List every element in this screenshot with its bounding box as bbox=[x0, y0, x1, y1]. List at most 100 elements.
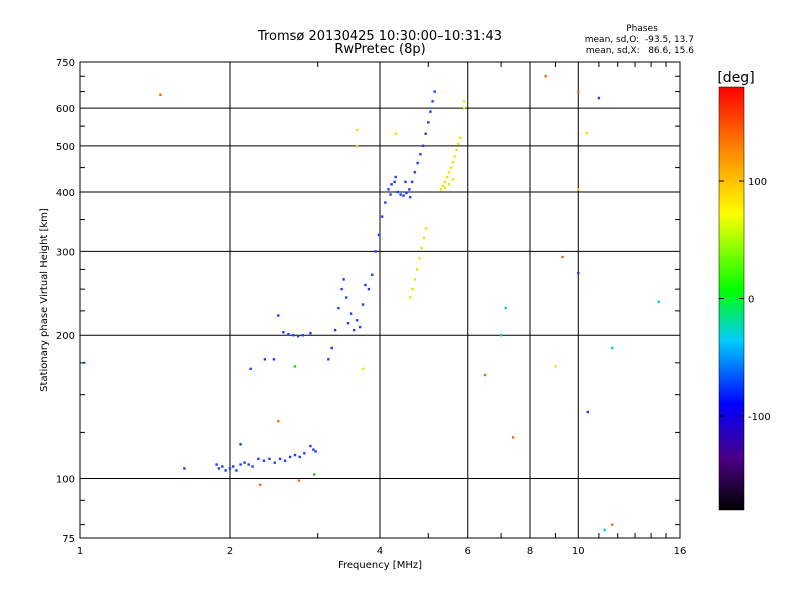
data-point bbox=[459, 136, 462, 139]
x-tick-label: 4 bbox=[377, 546, 383, 557]
chart-subtitle: RwPretec (8p) bbox=[334, 42, 425, 57]
colorbar-label: [deg] bbox=[717, 70, 754, 86]
data-point bbox=[361, 367, 365, 371]
data-point bbox=[346, 321, 350, 325]
data-point bbox=[396, 190, 399, 194]
y-tick-label: 500 bbox=[56, 142, 75, 153]
data-point bbox=[597, 96, 601, 100]
data-point bbox=[561, 255, 564, 259]
plot-frame bbox=[79, 61, 681, 539]
data-point bbox=[439, 188, 443, 191]
data-point bbox=[424, 132, 427, 135]
data-point bbox=[309, 331, 312, 335]
data-point bbox=[349, 312, 353, 315]
data-point bbox=[429, 110, 432, 113]
data-point bbox=[408, 188, 411, 191]
data-point bbox=[603, 528, 606, 532]
data-point bbox=[657, 300, 660, 304]
data-point bbox=[239, 463, 242, 466]
data-point bbox=[447, 183, 451, 186]
data-point bbox=[303, 452, 306, 455]
data-point bbox=[283, 459, 287, 462]
y-axis: 75 100 200 300 400 500 600 750 bbox=[56, 58, 680, 545]
data-point bbox=[217, 467, 221, 470]
data-point bbox=[312, 448, 315, 451]
data-point bbox=[259, 483, 262, 487]
data-point bbox=[243, 461, 246, 464]
data-point bbox=[441, 184, 445, 188]
colorbar-ticks: 100 0 -100 bbox=[719, 177, 771, 423]
data-point bbox=[355, 319, 359, 322]
x-tick-label: 2 bbox=[227, 546, 233, 557]
data-point bbox=[337, 306, 340, 310]
data-point bbox=[358, 325, 362, 329]
data-point bbox=[298, 455, 301, 459]
data-point bbox=[424, 227, 428, 230]
data-point bbox=[415, 268, 419, 271]
data-point bbox=[371, 273, 374, 276]
data-point bbox=[389, 193, 392, 196]
data-point bbox=[272, 358, 276, 361]
data-point bbox=[445, 175, 449, 179]
data-point bbox=[312, 473, 316, 476]
data-point bbox=[611, 346, 614, 350]
data-point bbox=[268, 457, 271, 461]
data-point bbox=[277, 419, 280, 423]
phase-summary-o: mean, sd,O: -93.5, 13.7 bbox=[585, 35, 694, 45]
data-point bbox=[352, 328, 356, 332]
phase-summary-x: mean, sd,X: 86.6, 15.6 bbox=[586, 46, 694, 56]
data-point bbox=[504, 306, 507, 310]
data-point bbox=[449, 166, 453, 169]
data-point bbox=[451, 160, 455, 164]
data-point bbox=[402, 194, 405, 197]
data-point bbox=[462, 100, 466, 103]
data-point bbox=[361, 303, 365, 306]
data-point bbox=[330, 346, 333, 350]
data-point bbox=[416, 161, 419, 165]
data-point bbox=[327, 358, 330, 361]
data-point bbox=[249, 367, 252, 371]
data-point bbox=[393, 180, 396, 184]
data-point bbox=[215, 463, 218, 466]
data-point bbox=[511, 436, 515, 439]
y-tick-label: 600 bbox=[56, 104, 75, 115]
data-point bbox=[333, 328, 337, 332]
data-point bbox=[404, 180, 407, 184]
x-tick-label: 8 bbox=[527, 546, 533, 557]
data-point bbox=[344, 296, 348, 299]
data-point bbox=[364, 283, 367, 287]
data-point bbox=[586, 410, 590, 414]
data-point bbox=[287, 333, 290, 336]
data-point bbox=[577, 188, 580, 191]
data-point bbox=[384, 201, 387, 204]
data-point bbox=[235, 469, 238, 472]
data-point bbox=[413, 171, 417, 174]
data-point bbox=[422, 236, 426, 240]
data-point bbox=[409, 195, 412, 199]
data-point bbox=[462, 106, 466, 110]
data-point bbox=[554, 365, 557, 368]
x-tick-label: 10 bbox=[572, 546, 585, 557]
data-point bbox=[544, 75, 547, 78]
data-point bbox=[411, 287, 414, 291]
data-point bbox=[405, 191, 408, 195]
data-point bbox=[409, 296, 412, 299]
x-axis-label: Frequency [MHz] bbox=[338, 560, 422, 571]
data-point bbox=[224, 469, 227, 472]
data-point bbox=[499, 334, 503, 337]
colorbar-tick-label: 100 bbox=[748, 177, 767, 188]
data-point bbox=[277, 314, 280, 317]
data-point bbox=[232, 465, 235, 468]
data-point bbox=[292, 334, 295, 337]
x-tick-label: 6 bbox=[465, 546, 471, 557]
data-point bbox=[288, 455, 292, 459]
data-point bbox=[455, 148, 458, 152]
data-point bbox=[273, 461, 276, 464]
data-point bbox=[374, 250, 377, 253]
data-point bbox=[399, 193, 402, 196]
data-point bbox=[390, 183, 393, 186]
data-point bbox=[340, 287, 343, 291]
y-axis-label: Stationary phase Virtual Height [km] bbox=[39, 208, 50, 392]
data-point bbox=[413, 278, 417, 281]
data-point bbox=[293, 365, 297, 368]
